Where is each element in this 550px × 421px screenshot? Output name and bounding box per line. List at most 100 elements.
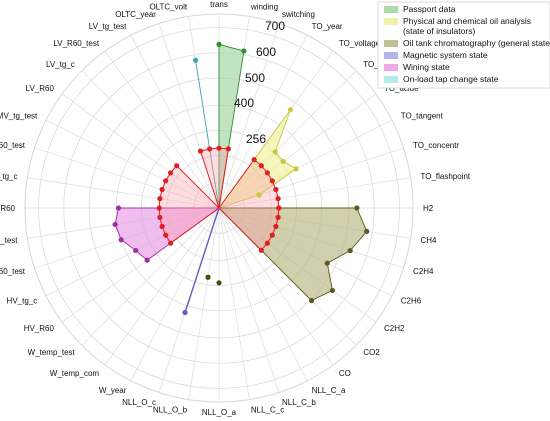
threshold-point bbox=[276, 205, 282, 211]
series-point-4 bbox=[112, 221, 118, 228]
grid-spoke bbox=[81, 207, 220, 346]
threshold-point bbox=[258, 247, 264, 253]
axis-label: MV_tg_test bbox=[0, 111, 38, 120]
axis-label: W_temp_test bbox=[28, 348, 76, 357]
axis-label: TO_tangent bbox=[401, 111, 444, 120]
axis-label: NLL_O_a bbox=[202, 408, 237, 417]
series-point-2 bbox=[364, 228, 370, 235]
threshold-point bbox=[159, 223, 165, 230]
axis-label: W_year bbox=[99, 386, 127, 395]
legend-swatch bbox=[384, 64, 398, 71]
legend-label: (state of insulators) bbox=[403, 26, 475, 36]
legend-swatch bbox=[384, 76, 398, 83]
threshold-point bbox=[269, 232, 275, 238]
grid-spoke bbox=[218, 177, 411, 209]
magnetic-line bbox=[184, 207, 220, 313]
series-point-4 bbox=[115, 205, 122, 211]
threshold-point bbox=[264, 240, 271, 246]
axis-label: NLL_C_b bbox=[282, 398, 316, 407]
threshold-point bbox=[197, 148, 204, 154]
legend-label: Oil tank chromatography (general state) bbox=[403, 38, 550, 48]
threshold-point bbox=[273, 223, 279, 230]
legend-swatch bbox=[384, 18, 398, 25]
axis-label: NLL_C_a bbox=[312, 386, 346, 395]
series-point-1 bbox=[280, 158, 286, 164]
axis-label: H2 bbox=[423, 204, 434, 213]
grid-spoke bbox=[61, 93, 220, 209]
threshold-point bbox=[275, 196, 281, 202]
series-area-2 bbox=[217, 207, 368, 302]
threshold-point bbox=[157, 196, 163, 202]
axis-label: LV_R60_test bbox=[53, 39, 99, 48]
threshold-point bbox=[156, 205, 162, 211]
series-point-4 bbox=[118, 237, 124, 243]
ring-label: 400 bbox=[234, 96, 254, 110]
grid-spoke bbox=[34, 147, 220, 209]
axis-label: TO_flashpoint bbox=[420, 172, 470, 181]
grid-spoke bbox=[218, 207, 280, 393]
threshold-point bbox=[157, 214, 163, 220]
axis-label: NLL_O_b bbox=[153, 405, 188, 414]
legend-label: Passport data bbox=[403, 4, 456, 14]
ring-label: 600 bbox=[256, 45, 276, 59]
series-point-5 bbox=[192, 57, 199, 63]
threshold-point bbox=[174, 163, 180, 169]
threshold-point bbox=[264, 170, 271, 176]
grid-spoke bbox=[130, 34, 220, 209]
axis-label: MV_R60 bbox=[0, 204, 16, 213]
grid-spoke bbox=[104, 50, 220, 209]
threshold-point bbox=[258, 163, 264, 169]
threshold-point bbox=[167, 170, 174, 176]
axis-label: C2H6 bbox=[401, 297, 422, 306]
axis-label: HV_tg_c bbox=[7, 297, 38, 306]
magnetic-point bbox=[182, 309, 188, 316]
threshold-point bbox=[273, 186, 279, 193]
series-point-1 bbox=[272, 149, 278, 155]
axis-label: CO2 bbox=[363, 348, 380, 357]
grid-spoke bbox=[218, 207, 334, 366]
series-point-2 bbox=[354, 205, 360, 211]
series-point-2 bbox=[329, 287, 336, 294]
series-point-0 bbox=[241, 48, 247, 54]
legend-swatch bbox=[384, 40, 398, 47]
series-point-1 bbox=[293, 166, 299, 172]
axis-label: switching bbox=[282, 10, 315, 19]
axis-label: HV_tg_test bbox=[0, 236, 18, 245]
grid-spoke bbox=[45, 119, 220, 209]
extra-point bbox=[205, 274, 211, 280]
legend-swatch bbox=[384, 6, 398, 13]
axis-label: winding bbox=[250, 3, 278, 12]
threshold-point bbox=[269, 178, 275, 184]
axis-label: C2H2 bbox=[384, 324, 405, 333]
axis-label: CO bbox=[339, 369, 351, 378]
series-point-2 bbox=[347, 248, 353, 254]
series-point-4 bbox=[144, 257, 150, 263]
grid-spoke bbox=[188, 207, 220, 400]
legend-label: Physical and chemical oil analysis bbox=[403, 16, 531, 26]
axis-label: LV_tg_test bbox=[89, 22, 127, 31]
threshold-point bbox=[216, 145, 222, 151]
axis-label: HV_R60 bbox=[24, 324, 55, 333]
axis-label: CH4 bbox=[420, 236, 437, 245]
axis-label: MV_tg_c bbox=[0, 172, 18, 181]
axis-label: TO_voltage bbox=[339, 39, 381, 48]
axis-label: trans bbox=[210, 0, 228, 9]
legend-swatch bbox=[384, 52, 398, 59]
grid-spoke bbox=[218, 207, 308, 382]
axis-label: OLTC_year bbox=[115, 10, 156, 19]
ring-label: 700 bbox=[265, 19, 285, 33]
axis-label: W_temp_com bbox=[50, 369, 100, 378]
legend-label: Magnetic system state bbox=[403, 50, 488, 60]
threshold-point bbox=[225, 146, 231, 152]
ring-label: 500 bbox=[245, 71, 265, 85]
threshold-point bbox=[163, 232, 169, 238]
legend-label: On-load tap change state bbox=[403, 74, 499, 84]
ring-labels: 256 400 500 600 700 bbox=[234, 19, 285, 146]
legend-label: Wining state bbox=[403, 62, 450, 72]
axis-label: TO_year bbox=[312, 22, 343, 31]
threshold-point bbox=[159, 186, 165, 193]
series-point-2 bbox=[308, 297, 315, 304]
series-point-0 bbox=[216, 41, 222, 47]
axis-label: OLTC_volt bbox=[149, 3, 187, 12]
